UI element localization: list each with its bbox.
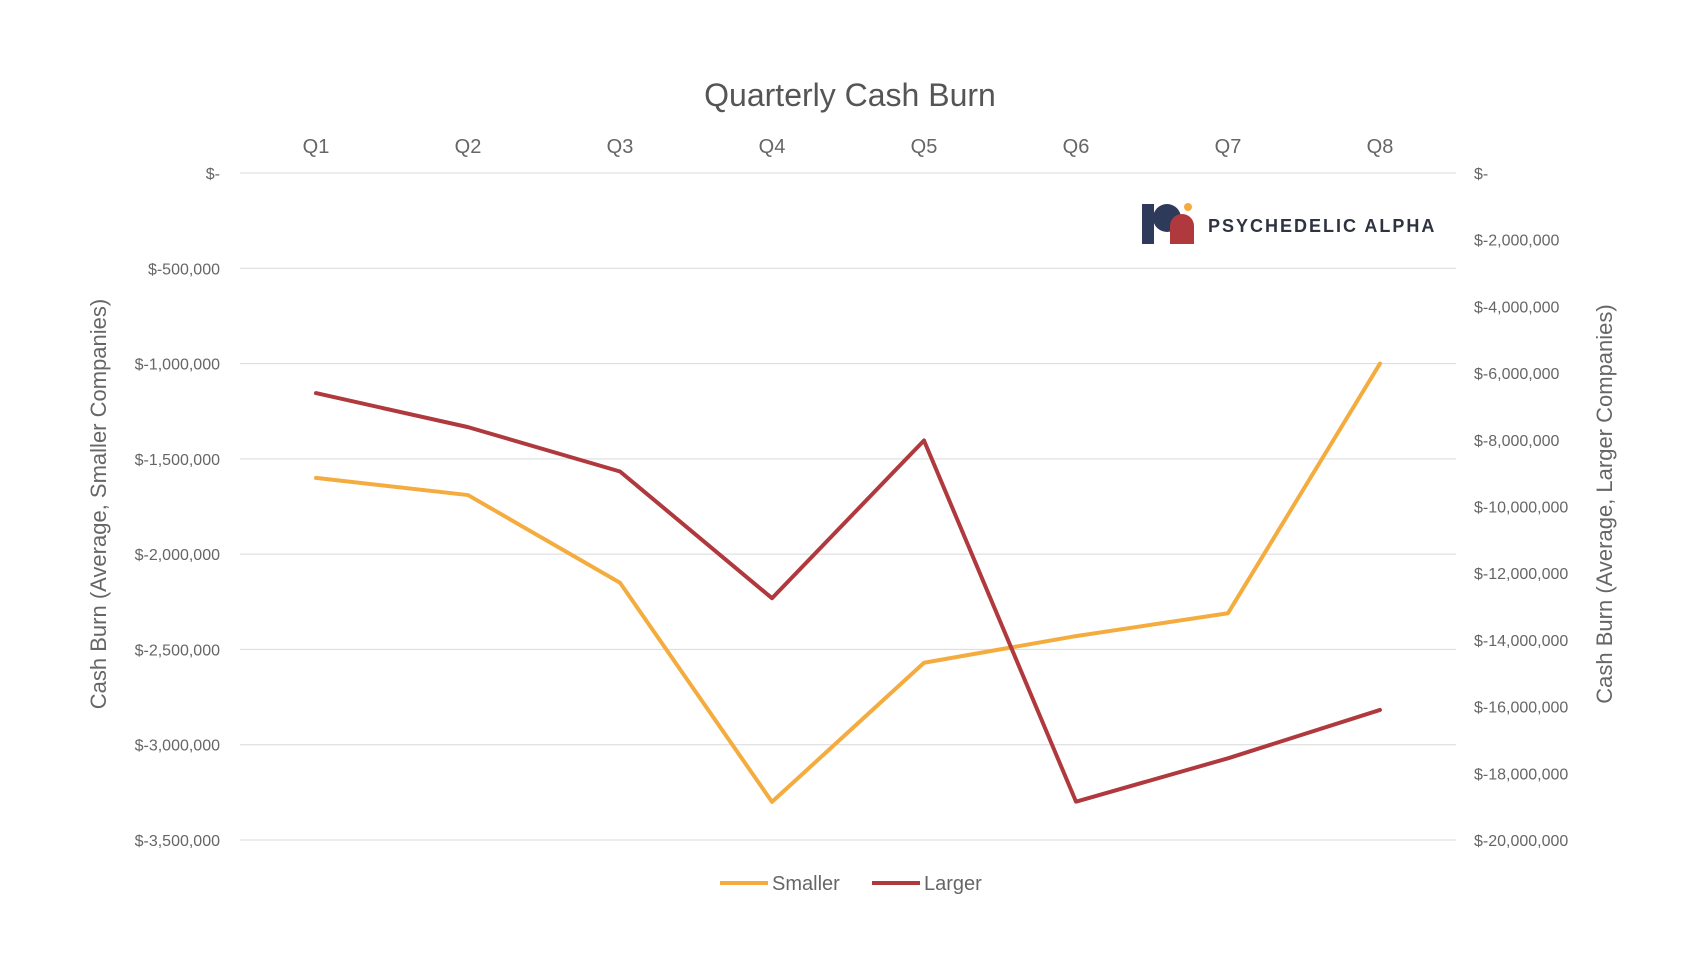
psychedelic-alpha-logo: PSYCHEDELIC ALPHA — [1142, 203, 1436, 244]
data-point-larger — [1227, 757, 1229, 759]
right-tick-label: $-10,000,000 — [1474, 500, 1568, 517]
category-label: Q7 — [1215, 136, 1242, 158]
data-point-smaller — [1379, 363, 1381, 365]
category-label: Q3 — [607, 136, 634, 158]
data-point-smaller — [1227, 612, 1229, 614]
left-axis-title: Cash Burn (Average, Smaller Companies) — [86, 299, 111, 709]
series-lines — [314, 361, 1382, 804]
left-axis-ticks: $- $-500,000 $-1,000,000 $-1,500,000 $-2,000… — [135, 166, 221, 850]
data-point-smaller — [923, 662, 925, 664]
data-point-smaller — [1075, 635, 1077, 637]
category-label: Q2 — [455, 136, 482, 158]
gridlines — [240, 172, 1456, 841]
right-tick-label: $-2,000,000 — [1474, 233, 1560, 250]
logo-mark-bar — [1142, 204, 1154, 244]
category-label: Q1 — [303, 136, 330, 158]
category-label: Q5 — [911, 136, 938, 158]
right-axis-ticks: $- $-2,000,000 $-4,000,000 $-6,000,000 $-8,0… — [1474, 166, 1568, 850]
legend-label-smaller: Smaller — [772, 873, 840, 895]
left-tick-label: $-3,000,000 — [135, 738, 221, 755]
data-point-smaller — [619, 582, 621, 584]
right-tick-label: $-8,000,000 — [1474, 433, 1560, 450]
left-tick-label: $-2,500,000 — [135, 642, 221, 659]
data-point-larger — [1379, 709, 1381, 711]
legend-label-larger: Larger — [924, 873, 982, 895]
logo-text: PSYCHEDELIC ALPHA — [1208, 216, 1436, 236]
right-tick-label: $-12,000,000 — [1474, 566, 1568, 583]
x-axis-categories: Q1 Q2 Q3 Q4 Q5 Q6 Q7 Q8 — [303, 136, 1394, 158]
data-point-smaller — [315, 477, 317, 479]
series-line-smaller — [314, 361, 1382, 804]
data-point-larger — [315, 392, 317, 394]
right-tick-label: $-20,000,000 — [1474, 833, 1568, 850]
chart-title: Quarterly Cash Burn — [704, 77, 996, 113]
right-tick-label: $-14,000,000 — [1474, 633, 1568, 650]
data-point-larger — [923, 439, 925, 441]
series-line-larger — [314, 391, 1382, 804]
right-tick-label: $-16,000,000 — [1474, 700, 1568, 717]
data-point-larger — [467, 426, 469, 428]
legend: Smaller Larger — [720, 873, 982, 895]
logo-mark-red-shape — [1170, 214, 1194, 244]
data-point-smaller — [467, 494, 469, 496]
right-tick-label: $- — [1474, 166, 1488, 183]
left-tick-label: $-2,000,000 — [135, 547, 221, 564]
left-tick-label: $-3,500,000 — [135, 833, 221, 850]
data-point-larger — [771, 597, 773, 599]
left-tick-label: $-500,000 — [148, 261, 220, 278]
data-point-smaller — [771, 801, 773, 803]
data-point-larger — [1075, 801, 1077, 803]
category-label: Q8 — [1367, 136, 1394, 158]
right-tick-label: $-18,000,000 — [1474, 766, 1568, 783]
left-tick-label: $-1,000,000 — [135, 357, 221, 374]
right-tick-label: $-4,000,000 — [1474, 299, 1560, 316]
category-label: Q6 — [1063, 136, 1090, 158]
left-tick-label: $-1,500,000 — [135, 452, 221, 469]
category-label: Q4 — [759, 136, 786, 158]
left-tick-label: $- — [206, 166, 220, 183]
data-point-larger — [619, 470, 621, 472]
right-tick-label: $-6,000,000 — [1474, 366, 1560, 383]
right-axis-title: Cash Burn (Average, Larger Companies) — [1592, 304, 1617, 703]
logo-mark-dot — [1184, 203, 1192, 211]
